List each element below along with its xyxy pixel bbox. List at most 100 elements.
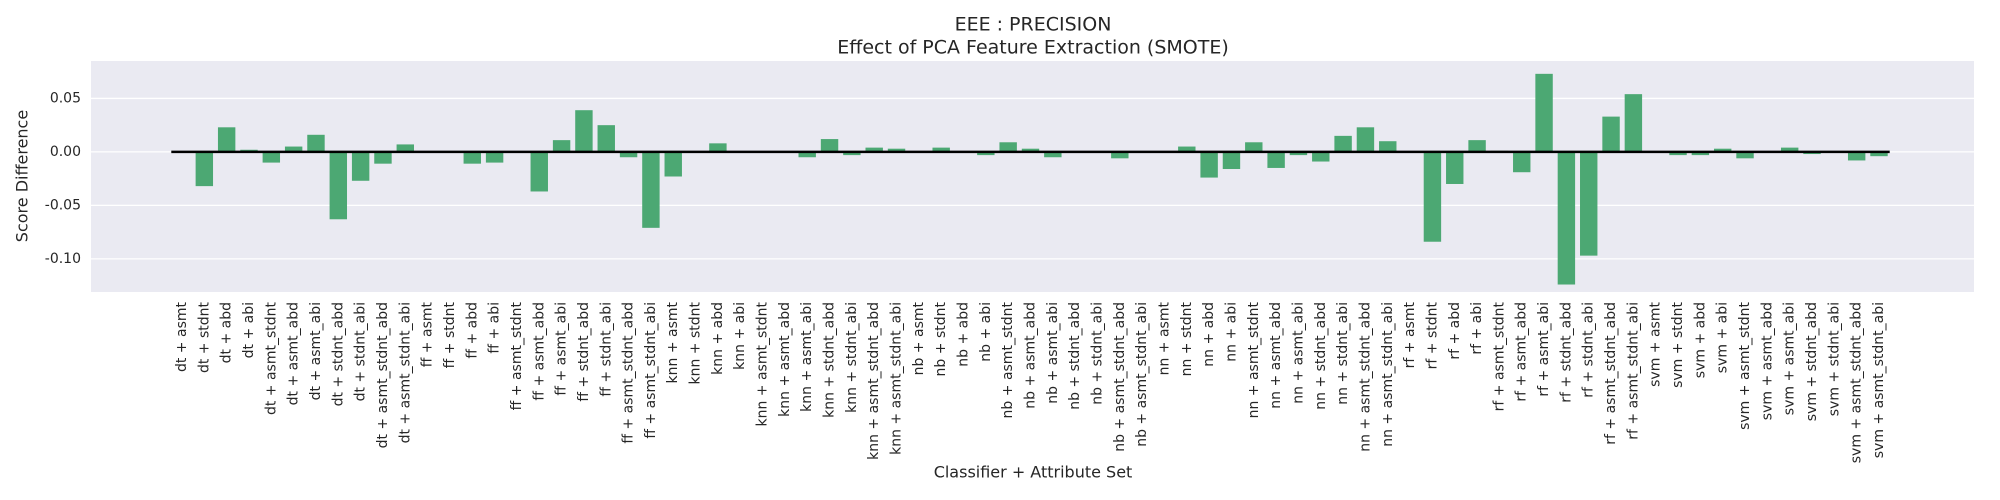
bar bbox=[575, 110, 593, 152]
bar bbox=[530, 151, 548, 192]
x-tick-label: ff + abi bbox=[487, 302, 503, 354]
bar bbox=[642, 151, 660, 228]
bar bbox=[1245, 142, 1263, 152]
bar bbox=[865, 147, 883, 152]
x-tick-label: ff + stdnt_abd bbox=[576, 302, 592, 402]
x-tick-label: svm + asmt bbox=[1648, 302, 1664, 387]
x-tick-label: dt + abi bbox=[241, 302, 257, 358]
bar bbox=[597, 125, 615, 152]
bar bbox=[195, 151, 214, 187]
bar bbox=[1021, 148, 1040, 152]
chart-title: EEE : PRECISION bbox=[955, 14, 1112, 36]
bar bbox=[798, 151, 816, 158]
bar bbox=[1624, 94, 1643, 152]
bar bbox=[1780, 147, 1799, 152]
x-tick-label: ff + asmt_stdnt bbox=[509, 301, 525, 410]
x-tick-label: nb + abi bbox=[978, 302, 994, 362]
x-tick-label: rf + stdnt_abd bbox=[1558, 302, 1574, 403]
x-tick-label: nn + asmt_abi bbox=[1290, 302, 1306, 404]
bar bbox=[463, 151, 481, 164]
bar bbox=[307, 134, 325, 152]
x-tick-label: ff + asmt_stdnt_abi bbox=[643, 302, 659, 439]
bar bbox=[1580, 151, 1598, 256]
bar bbox=[329, 151, 348, 220]
x-tick-label: svm + abi bbox=[1715, 302, 1731, 373]
y-tick-label: -0.05 bbox=[45, 197, 81, 213]
x-tick-label: rf + abd bbox=[1447, 302, 1463, 360]
bar bbox=[1557, 151, 1576, 285]
x-tick-label: dt + stdnt_abd bbox=[330, 302, 346, 406]
bar bbox=[1267, 151, 1285, 168]
x-tick-label: dt + stdnt bbox=[196, 301, 212, 373]
x-tick-label: svm + asmt_stdnt_abd bbox=[1849, 302, 1865, 463]
x-tick-label: svm + abd bbox=[1692, 302, 1708, 378]
x-tick-label: nb + asmt_abd bbox=[1023, 302, 1039, 409]
bar bbox=[351, 151, 370, 181]
y-tick-label: 0.05 bbox=[50, 90, 81, 106]
x-tick-label: ff + asmt bbox=[420, 301, 436, 367]
x-tick-label: nn + asmt_stdnt_abi bbox=[1380, 302, 1396, 447]
x-tick-label: nb + asmt_stdnt_abi bbox=[1134, 302, 1150, 447]
x-tick-label: svm + asmt_abd bbox=[1759, 302, 1775, 420]
bar bbox=[1044, 151, 1062, 158]
bar bbox=[843, 151, 861, 156]
x-tick-label: nn + asmt_stdnt bbox=[1246, 302, 1262, 419]
plot-area bbox=[91, 61, 1974, 292]
x-tick-label: dt + abd bbox=[219, 302, 235, 363]
x-tick-label: ff + asmt_abi bbox=[554, 302, 570, 396]
bar bbox=[1334, 135, 1352, 152]
bar bbox=[1423, 151, 1442, 242]
bar bbox=[977, 151, 995, 156]
bar bbox=[1222, 151, 1241, 170]
bar bbox=[1111, 151, 1129, 159]
bar bbox=[1602, 116, 1620, 152]
x-tick-label: svm + stdnt bbox=[1670, 302, 1686, 388]
x-tick-label: nb + asmt_abi bbox=[1045, 302, 1061, 404]
x-tick-label: rf + abi bbox=[1469, 302, 1485, 355]
x-tick-label: nb + stdnt bbox=[933, 302, 949, 377]
x-tick-label: knn + asmt_stdnt_abi bbox=[889, 302, 905, 455]
x-tick-label: nb + asmt_stdnt_abd bbox=[1112, 302, 1128, 452]
y-axis-label: Score Difference bbox=[13, 110, 32, 242]
x-tick-label: rf + asmt_stdnt_abd bbox=[1603, 302, 1619, 445]
x-tick-label: dt + asmt_abd bbox=[286, 302, 302, 405]
bar bbox=[262, 151, 281, 163]
x-tick-label: nn + asmt_stdnt_abd bbox=[1357, 302, 1373, 452]
bar bbox=[887, 148, 906, 152]
y-tick-label: -0.10 bbox=[45, 251, 81, 267]
bar bbox=[619, 151, 638, 158]
x-tick-label: rf + asmt_stdnt_abi bbox=[1625, 302, 1641, 440]
x-tick-label: dt + asmt bbox=[174, 301, 190, 372]
x-tick-label: ff + asmt_stdnt_abd bbox=[621, 302, 637, 444]
x-tick-label: rf + asmt bbox=[1402, 302, 1418, 369]
x-tick-label: nb + abd bbox=[956, 302, 972, 367]
bar bbox=[820, 139, 839, 152]
bar bbox=[485, 151, 504, 163]
bar bbox=[1713, 148, 1732, 152]
bar bbox=[1446, 151, 1464, 184]
x-tick-label: nn + stdnt bbox=[1179, 302, 1195, 377]
x-tick-label: knn + asmt bbox=[665, 301, 681, 383]
x-tick-label: ff + stdnt_abi bbox=[598, 302, 614, 397]
x-tick-label: knn + asmt_abi bbox=[799, 302, 815, 412]
x-tick-label: nb + asmt_stdnt bbox=[1000, 302, 1016, 419]
bar bbox=[709, 143, 727, 152]
bar bbox=[1870, 151, 1888, 157]
bar bbox=[1736, 151, 1754, 159]
bar bbox=[1468, 140, 1486, 152]
bar bbox=[552, 140, 571, 152]
x-tick-label: rf + asmt_abi bbox=[1536, 302, 1552, 397]
x-tick-label: dt + asmt_stdnt_abi bbox=[397, 302, 413, 443]
x-tick-label: ff + abd bbox=[464, 302, 480, 359]
x-tick-label: nb + stdnt_abi bbox=[1089, 302, 1105, 405]
x-tick-label: svm + asmt_stdnt bbox=[1737, 302, 1753, 430]
bar bbox=[1289, 151, 1308, 156]
x-tick-label: knn + stdnt bbox=[688, 302, 704, 385]
x-tick-label: ff + stdnt bbox=[442, 301, 458, 368]
bar bbox=[1379, 141, 1397, 152]
bar bbox=[932, 147, 950, 152]
x-tick-label: svm + asmt_stdnt_abi bbox=[1871, 302, 1887, 458]
x-tick-label: knn + asmt_stdnt bbox=[755, 302, 771, 427]
x-axis-label: Classifier + Attribute Set bbox=[934, 463, 1133, 482]
